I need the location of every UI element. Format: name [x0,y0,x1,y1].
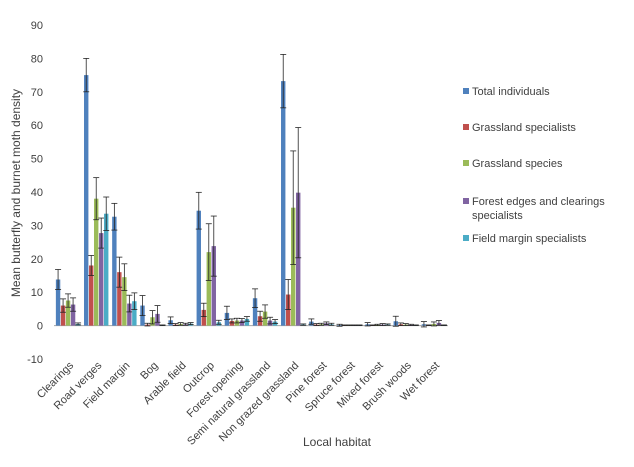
bar [244,318,250,326]
bar [60,305,66,326]
bar [201,309,206,326]
legend-label: Field margin specialists [472,233,587,245]
legend-label: Forest edges and clearings specialists [472,196,605,222]
legend-label: Grassland species [472,158,563,170]
y-tick-label: 20 [31,254,43,266]
y-tick-label: 70 [31,87,43,99]
y-tick-label: 0 [37,321,43,333]
bar [196,210,201,326]
legend-swatch [463,88,469,94]
y-tick-label: 90 [31,20,43,32]
bar [127,303,132,326]
y-tick-label: 50 [31,154,43,166]
bar [84,75,89,326]
legend-label: Grassland specialists [472,122,576,134]
bar [252,298,258,326]
bar [296,192,301,326]
bar [291,207,296,326]
bar [206,252,211,326]
bar [94,198,99,326]
bar [65,300,71,326]
legend-label: Total individuals [472,86,550,98]
bar-series-group [55,53,447,328]
bar [104,213,109,326]
y-tick-label: 80 [31,53,43,65]
y-axis-ticks: -10 0 10 20 30 40 50 60 70 80 90 [27,20,43,366]
bar [99,233,104,326]
bar [122,277,127,326]
y-axis-title: Mean butterfly and burnet moth density [9,89,23,297]
bar [70,304,76,326]
y-tick-label: 30 [31,220,43,232]
bar [112,216,117,326]
legend-swatch [463,124,469,130]
bar [55,279,61,326]
bar [239,320,245,326]
bar [286,294,291,326]
y-tick-label: 10 [31,287,43,299]
bar [211,246,216,326]
legend-swatch [463,198,469,204]
x-axis-title: Local habitat [303,435,372,449]
legend-swatch [463,235,469,241]
bar [117,272,122,326]
legend: Total individuals Grassland specialists Gr… [463,86,605,245]
y-tick-label: -10 [27,354,43,366]
legend-swatch [463,160,469,166]
x-tick-label: Bog [138,360,160,382]
y-tick-label: 40 [31,187,43,199]
y-tick-label: 60 [31,120,43,132]
bar [281,81,286,326]
bar [89,265,94,326]
bar [132,301,137,326]
